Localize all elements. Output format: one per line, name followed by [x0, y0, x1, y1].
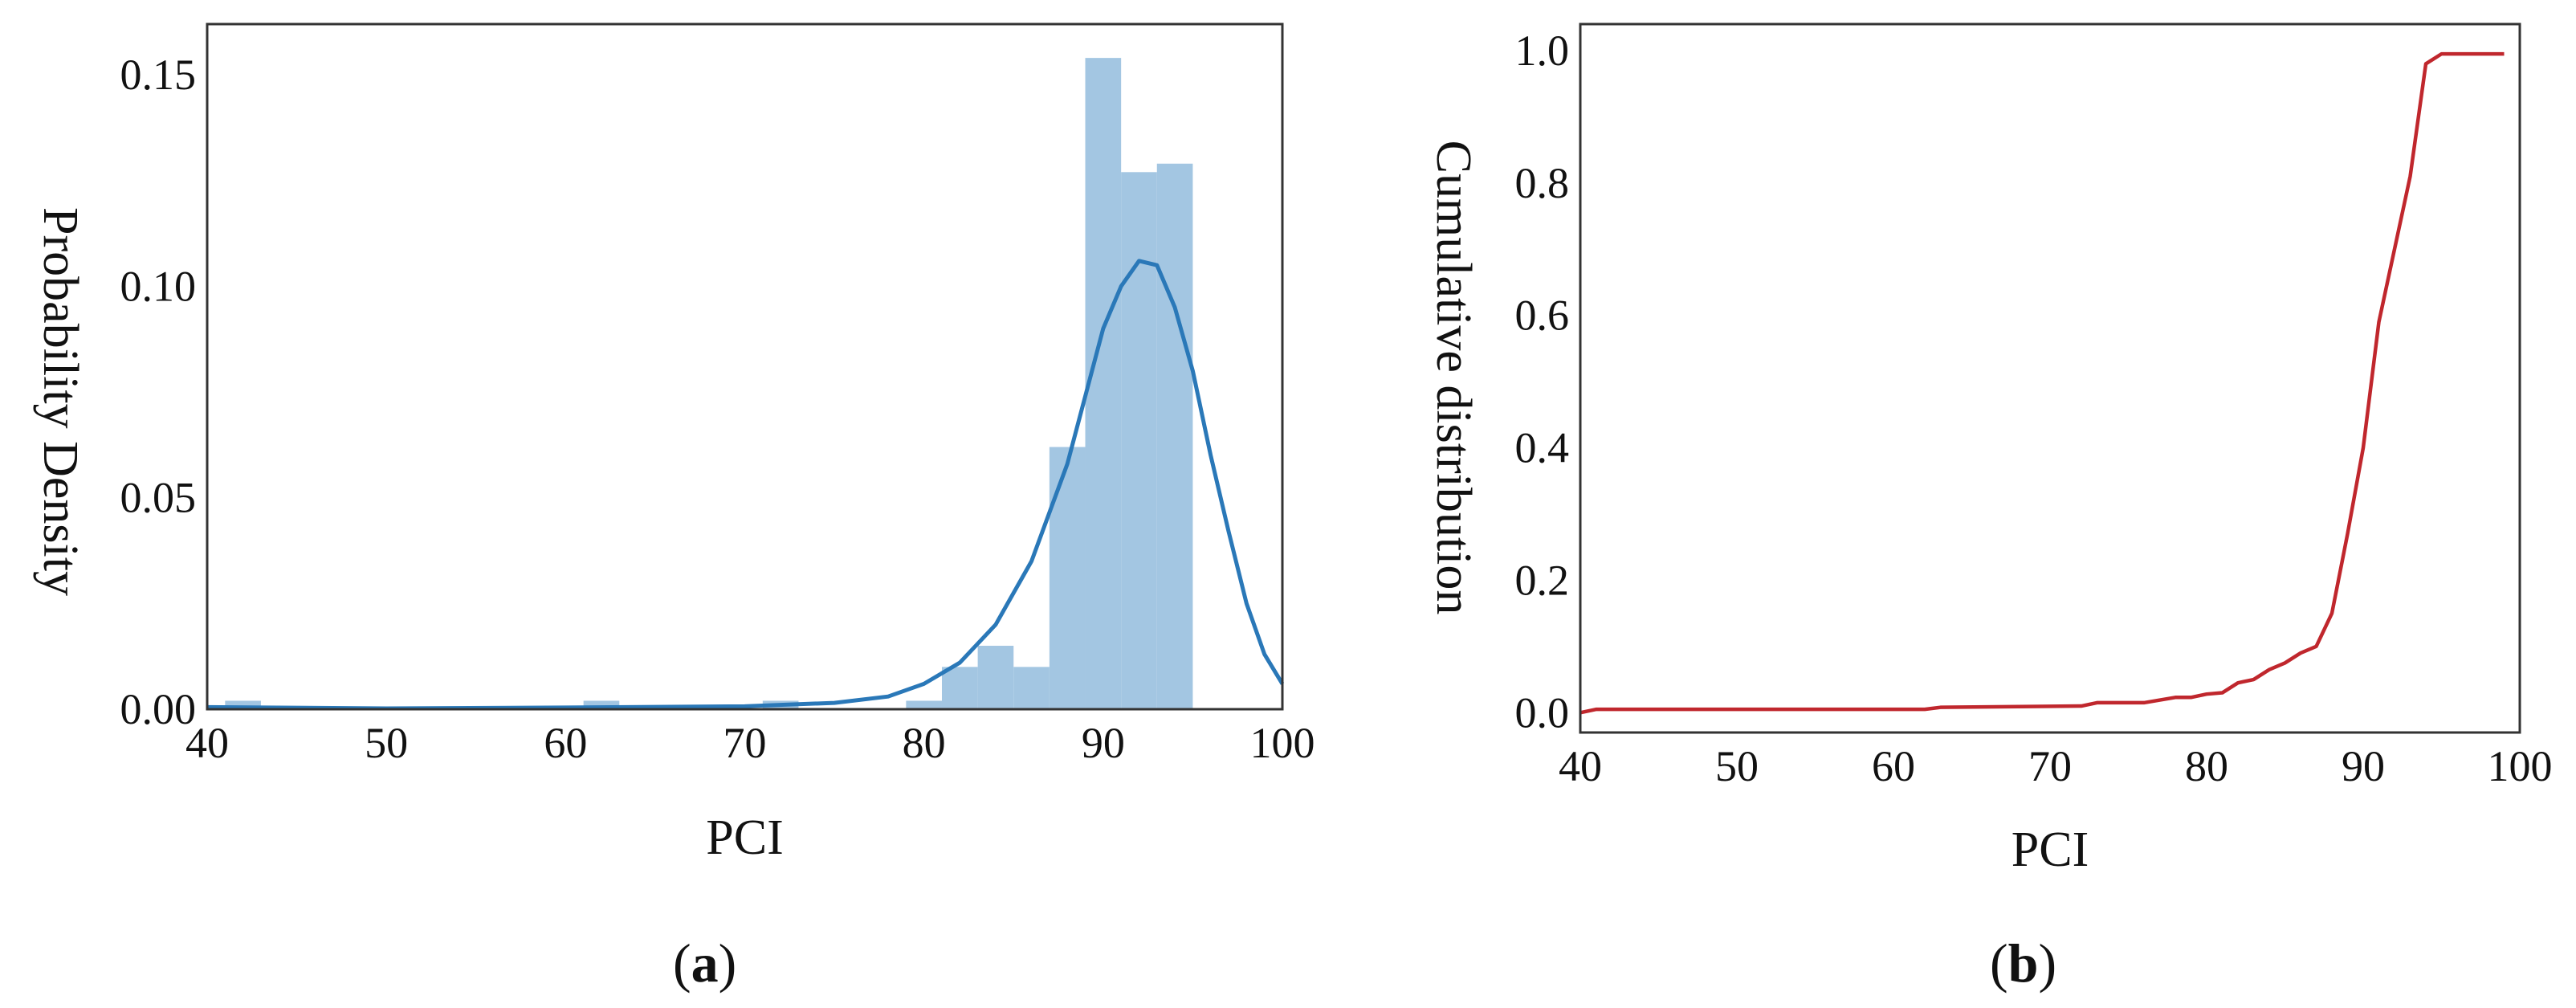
panel-b-x-tick-label: 90 — [2342, 742, 2385, 790]
panel-a-y-axis-label: Probability Density — [33, 207, 88, 596]
panel-b-x-tick-label: 70 — [2028, 742, 2072, 790]
panel-b-x-tick-label: 50 — [1715, 742, 1759, 790]
panel-a-histogram-bar — [941, 667, 978, 709]
panel-label-letter: b — [2008, 933, 2039, 994]
panel-b-label: (b) — [1990, 933, 2056, 994]
panel-b-y-axis-label: Cumulative distribution — [1426, 141, 1481, 615]
panel-a-x-axis-label: PCI — [706, 810, 783, 865]
panel-label-paren: ) — [719, 933, 737, 994]
panel-a-y-tick-label: 0.15 — [120, 51, 197, 99]
panel-a-y-tick-label: 0.10 — [120, 262, 197, 310]
panel-b-chart: 40 50 60 70 80 90 100 0.0 0.2 0.4 0.6 0.8 1.0 PCI Cumu… — [1426, 22, 2553, 994]
panel-label-paren: ( — [673, 933, 691, 994]
panel-a-x-tick-label: 60 — [544, 719, 587, 767]
panel-a-y-tick-label: 0.05 — [120, 474, 197, 522]
panel-a-histogram-bar — [1121, 172, 1157, 709]
panel-a-histogram-bar — [977, 646, 1014, 709]
panel-label-paren: ( — [1990, 933, 2008, 994]
panel-b-x-tick-label: 80 — [2185, 742, 2228, 790]
panel-a-histogram-bar — [906, 700, 942, 709]
panel-a-x-tick-label: 40 — [185, 719, 229, 767]
panel-label-letter: a — [691, 933, 719, 994]
panel-a-histogram-bar — [1085, 58, 1122, 709]
panel-b-x-tick-label: 100 — [2488, 742, 2553, 790]
panel-b-y-tick-label: 0.4 — [1515, 424, 1570, 472]
panel-a-histogram-bar — [1049, 447, 1086, 709]
panel-a-histogram-bar — [583, 700, 620, 709]
panel-a-x-tick-label: 100 — [1250, 719, 1315, 767]
panel-a-chart: 40 50 60 70 80 90 100 0.00 0.05 0.10 0.15 PCI Probab… — [33, 22, 1315, 994]
panel-b-y-tick-label: 0.8 — [1515, 159, 1570, 207]
panel-a-label: (a) — [673, 933, 736, 994]
panel-b-axes-frame — [1579, 22, 2521, 734]
panel-b-x-tick-label: 40 — [1559, 742, 1602, 790]
panel-a-x-tick-label: 80 — [903, 719, 946, 767]
panel-a-histogram-bar — [225, 700, 261, 709]
panel-b-cdf-line — [1579, 51, 2505, 715]
panel-b-x-axis-label: PCI — [2011, 822, 2089, 877]
panel-b-x-tick-label: 60 — [1872, 742, 1915, 790]
panel-b-y-tick-label: 0.2 — [1515, 556, 1570, 604]
panel-a-x-tick-label: 90 — [1082, 719, 1125, 767]
panel-a-axes-frame — [206, 22, 1284, 711]
panel-label-paren: ) — [2038, 933, 2056, 994]
panel-a-y-tick-label: 0.00 — [120, 685, 197, 733]
panel-a-x-tick-label: 70 — [723, 719, 767, 767]
panel-b-y-tick-label: 0.6 — [1515, 292, 1570, 340]
panel-a-histogram-bar — [1156, 163, 1193, 709]
panel-a-x-tick-label: 50 — [365, 719, 408, 767]
panel-b-y-tick-label: 0.0 — [1515, 688, 1570, 737]
panel-a-kde-line — [206, 259, 1285, 711]
panel-b-y-tick-label: 1.0 — [1515, 27, 1570, 75]
panel-a-histogram-bar — [1013, 667, 1050, 709]
